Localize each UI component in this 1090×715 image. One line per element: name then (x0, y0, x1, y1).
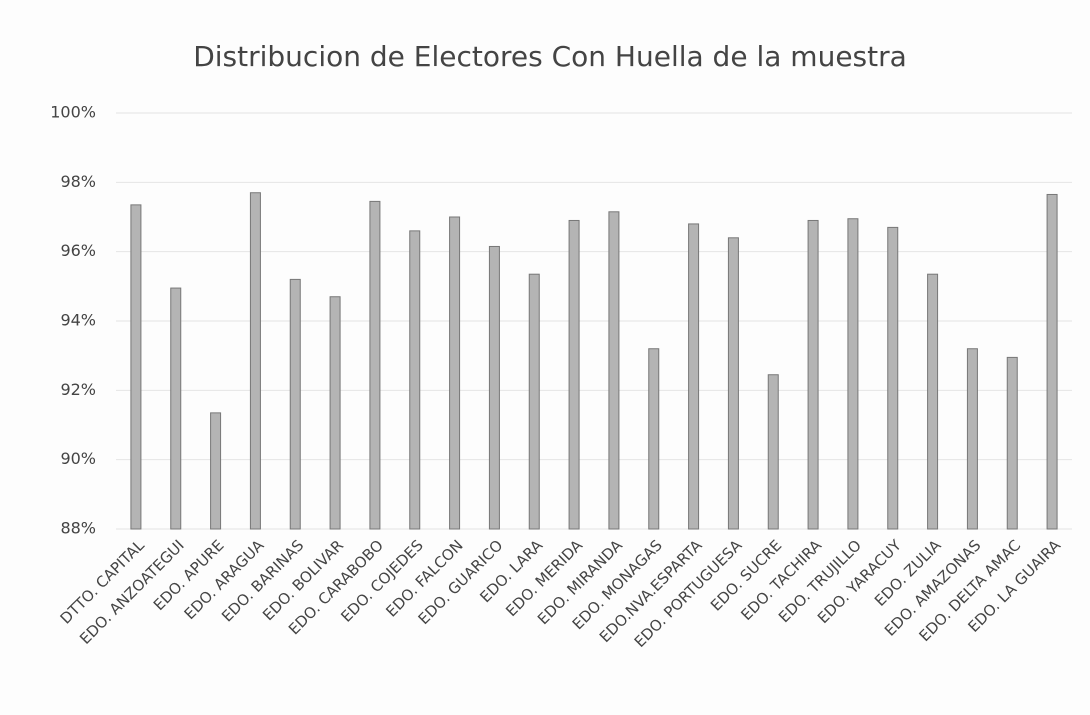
y-tick-label: 92% (60, 380, 96, 399)
bar (807, 219, 819, 530)
bar (608, 211, 620, 530)
y-tick-label: 96% (60, 241, 96, 260)
bar (727, 237, 739, 530)
bar (409, 230, 421, 530)
bar (767, 374, 779, 530)
bar (966, 348, 978, 530)
bar (488, 245, 500, 530)
bar (648, 348, 660, 530)
y-tick-label: 100% (50, 103, 96, 122)
bar (329, 296, 341, 530)
bar (847, 218, 859, 530)
bar (688, 223, 700, 530)
y-tick-label: 88% (60, 519, 96, 538)
bar (568, 219, 580, 530)
bar (130, 204, 142, 530)
bar (927, 273, 939, 530)
bar (528, 273, 540, 530)
bar (170, 287, 182, 530)
bar (289, 278, 301, 530)
bar (1046, 193, 1058, 530)
y-tick-label: 90% (60, 449, 96, 468)
bar (249, 192, 261, 530)
y-tick-label: 94% (60, 311, 96, 330)
chart-title: Distribucion de Electores Con Huella de … (193, 40, 907, 73)
bar (210, 412, 222, 530)
bar (1006, 356, 1018, 530)
y-tick-label: 98% (60, 172, 96, 191)
bar (887, 226, 899, 530)
bar (369, 200, 381, 530)
bar (449, 216, 461, 530)
